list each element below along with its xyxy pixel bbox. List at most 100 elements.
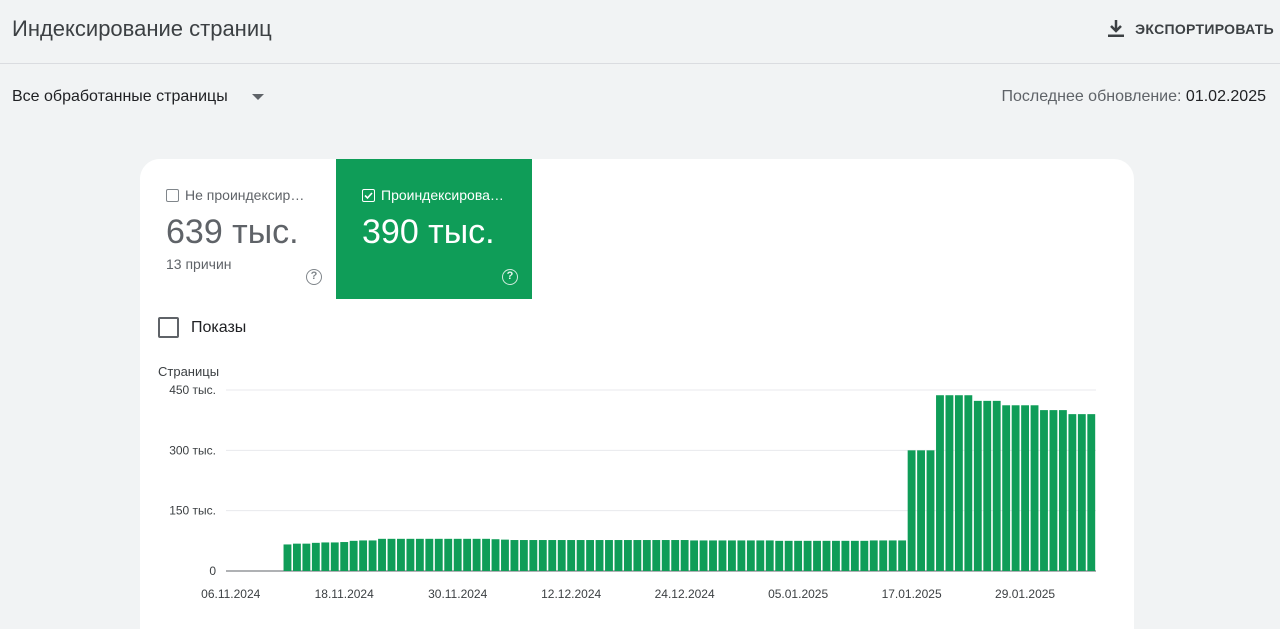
impressions-toggle[interactable]: Показы — [158, 317, 246, 338]
chart-bar[interactable] — [368, 540, 377, 571]
chart-bar[interactable] — [359, 540, 368, 571]
chart-bar[interactable] — [311, 542, 320, 571]
chart-bar[interactable] — [415, 538, 424, 571]
chart-bar[interactable] — [1049, 410, 1058, 571]
chart-bar[interactable] — [595, 540, 604, 571]
tile-indexed[interactable]: Проиндексирова… 390 тыс. ? — [336, 159, 532, 299]
chart-bar[interactable] — [869, 540, 878, 571]
chart-bar[interactable] — [491, 539, 500, 571]
chart-bar[interactable] — [926, 450, 935, 571]
x-tick-label: 06.11.2024 — [201, 587, 260, 601]
chart-bar[interactable] — [1087, 414, 1096, 571]
chart-bar[interactable] — [954, 395, 963, 571]
export-button[interactable]: ЭКСПОРТИРОВАТЬ — [1107, 14, 1274, 44]
chart-bar[interactable] — [548, 540, 557, 571]
chart-bar[interactable] — [623, 540, 632, 571]
chart-bar[interactable] — [463, 538, 472, 571]
chart-bar[interactable] — [529, 540, 538, 571]
chart-bar[interactable] — [661, 540, 670, 571]
chart-bar[interactable] — [917, 450, 925, 571]
chart-bar[interactable] — [302, 543, 311, 571]
chart-bar[interactable] — [586, 540, 595, 571]
chart-bar[interactable] — [803, 540, 812, 571]
chart-bar[interactable] — [614, 540, 623, 571]
chart-bar[interactable] — [1068, 414, 1077, 571]
chart-bar[interactable] — [898, 540, 907, 571]
help-icon[interactable]: ? — [502, 269, 518, 285]
chart-bar[interactable] — [699, 540, 708, 571]
checkbox-unchecked-icon[interactable] — [166, 188, 179, 202]
chart-bar[interactable] — [945, 395, 954, 571]
help-icon[interactable]: ? — [306, 269, 322, 285]
pages-filter-dropdown[interactable]: Все обработанные страницы — [12, 88, 264, 106]
chart-bar[interactable] — [680, 540, 689, 571]
chart-bar[interactable] — [293, 543, 301, 571]
chart-bar[interactable] — [746, 540, 755, 571]
chart-bar[interactable] — [397, 538, 405, 571]
chart-bar[interactable] — [434, 538, 443, 571]
chart-bar[interactable] — [671, 540, 680, 571]
chart-bar[interactable] — [538, 540, 547, 571]
chart-bar[interactable] — [822, 540, 831, 571]
chart-bar[interactable] — [860, 540, 869, 571]
chart-bar[interactable] — [330, 542, 339, 571]
chart-bar[interactable] — [718, 540, 727, 571]
chart-bar[interactable] — [907, 450, 916, 571]
chart-bar[interactable] — [850, 540, 859, 571]
chart-bar[interactable] — [841, 540, 850, 571]
chart-bar[interactable] — [737, 540, 746, 571]
chart-bar[interactable] — [444, 538, 453, 571]
chart-bar[interactable] — [784, 540, 793, 571]
chart-bar[interactable] — [1077, 414, 1086, 571]
chart-bar[interactable] — [378, 538, 386, 571]
chart-bar[interactable] — [387, 538, 396, 571]
chart-bar[interactable] — [652, 540, 661, 571]
chart-bar[interactable] — [519, 540, 528, 571]
impressions-label: Показы — [191, 318, 247, 336]
chart-bar[interactable] — [879, 540, 888, 571]
chart-bar[interactable] — [1040, 410, 1048, 571]
chart-bar[interactable] — [567, 540, 576, 571]
chart-bar[interactable] — [775, 540, 784, 571]
chart-bar[interactable] — [406, 538, 415, 571]
chart-bar[interactable] — [482, 538, 490, 571]
chart-bar[interactable] — [1030, 405, 1039, 571]
chart-bar[interactable] — [1058, 410, 1067, 571]
chart-bar[interactable] — [1002, 405, 1011, 571]
chart-bar[interactable] — [1021, 405, 1030, 571]
chart-bar[interactable] — [472, 538, 481, 571]
chart-bar[interactable] — [605, 540, 613, 571]
chart-bar[interactable] — [633, 540, 642, 571]
chart-bar[interactable] — [425, 538, 434, 571]
tile-not-indexed[interactable]: Не проиндексир… 639 тыс. 13 причин ? — [140, 159, 336, 299]
chart-bar[interactable] — [1011, 405, 1020, 571]
chart-bar[interactable] — [794, 540, 803, 571]
chart-bar[interactable] — [973, 400, 982, 571]
chart-bar[interactable] — [690, 540, 699, 571]
chart-bar[interactable] — [510, 540, 519, 571]
chart-bar[interactable] — [642, 540, 651, 571]
chart-bar[interactable] — [936, 395, 944, 571]
chart-bar[interactable] — [888, 540, 897, 571]
chart-bar[interactable] — [983, 400, 992, 571]
chart-bar[interactable] — [557, 540, 566, 571]
chart-bar[interactable] — [756, 540, 765, 571]
chart-bar[interactable] — [765, 540, 774, 571]
chart-bar[interactable] — [709, 540, 717, 571]
chart-bar[interactable] — [349, 540, 358, 571]
chart-bar[interactable] — [340, 542, 349, 571]
chart-bar[interactable] — [321, 542, 330, 571]
tile-not-indexed-header: Не проиндексир… — [166, 187, 336, 203]
chart-bar[interactable] — [453, 538, 462, 571]
chart-bar[interactable] — [832, 540, 840, 571]
chart-bar[interactable] — [992, 400, 1001, 571]
chart-bar[interactable] — [501, 539, 509, 571]
chart-bar[interactable] — [813, 540, 821, 571]
checkbox-unchecked-icon[interactable] — [158, 317, 179, 338]
chart-bar[interactable] — [964, 395, 973, 571]
checkbox-checked-icon[interactable] — [362, 188, 375, 202]
chart-bar[interactable] — [283, 544, 292, 571]
x-tick-label: 24.12.2024 — [655, 587, 715, 601]
chart-bar[interactable] — [576, 540, 585, 571]
chart-bar[interactable] — [728, 540, 736, 571]
